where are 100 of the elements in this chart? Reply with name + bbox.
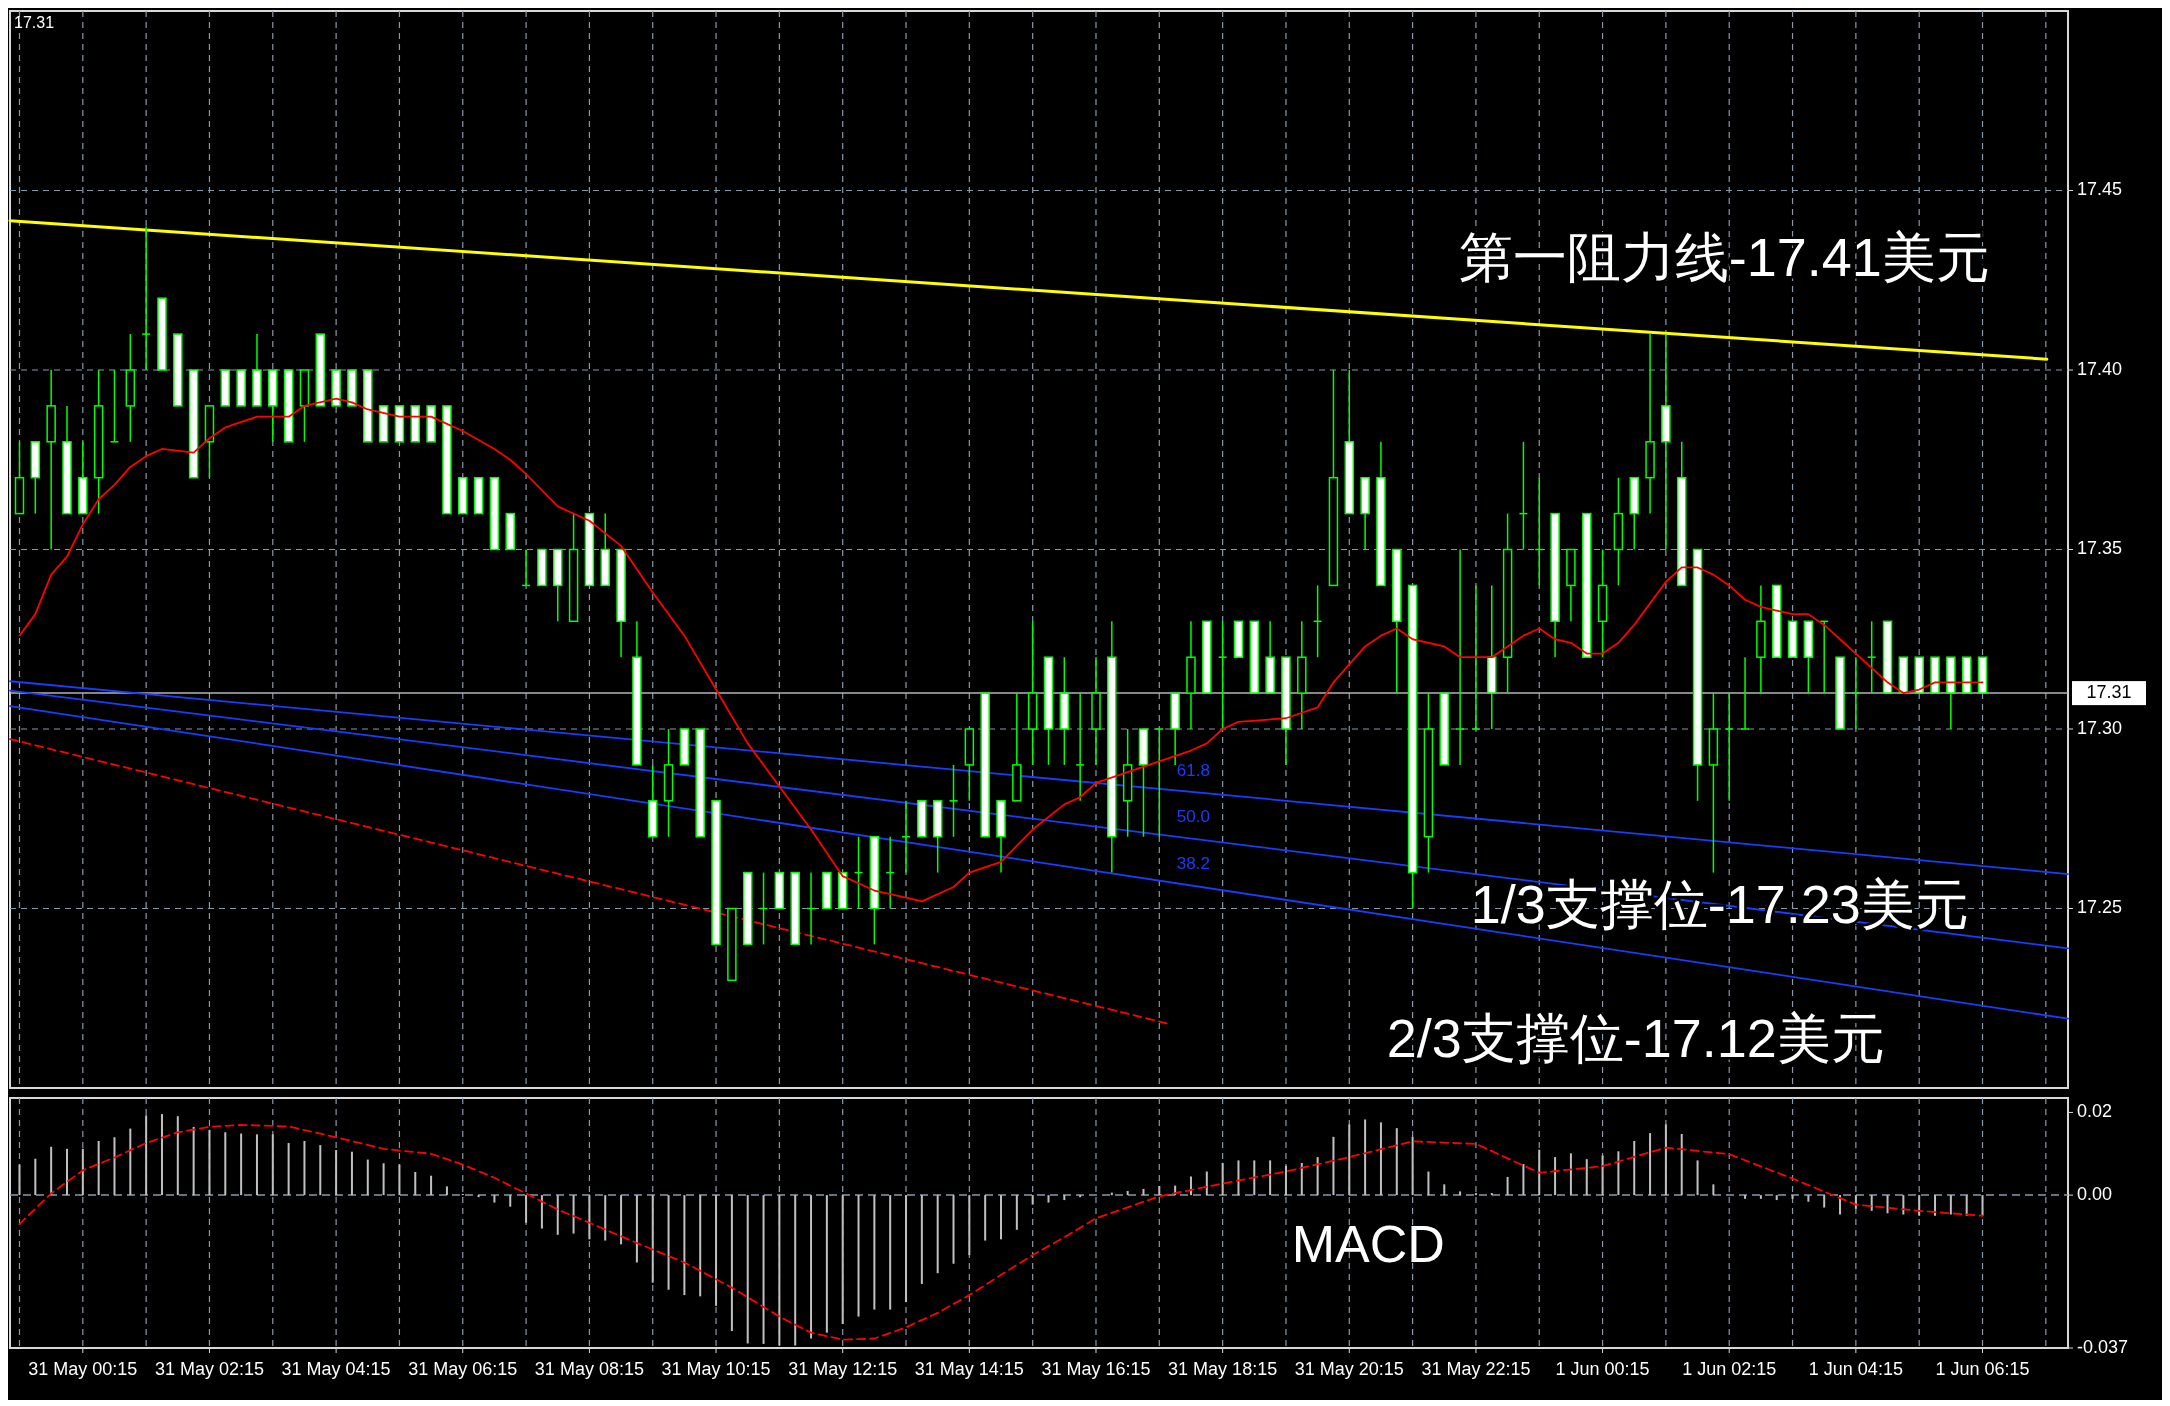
bar [825, 1195, 828, 1333]
bar [145, 1115, 148, 1196]
bar [350, 1151, 353, 1196]
text: MACD [1291, 1214, 1445, 1273]
y-tick-label: 17.35 [2077, 538, 2123, 559]
bar [1142, 1188, 1145, 1196]
bar [1759, 1195, 1762, 1199]
candlestick [1217, 620, 1228, 730]
bar [746, 1195, 749, 1344]
x-tick-label: 31 May 00:15 [28, 1359, 138, 1379]
bar [810, 1195, 813, 1339]
bar [968, 1195, 971, 1256]
x-tick-label: 31 May 18:15 [1168, 1359, 1278, 1379]
bar [778, 1195, 781, 1346]
bar [50, 1146, 53, 1196]
bar [18, 1164, 21, 1196]
candlestick [1724, 692, 1734, 802]
x-tick-label: 31 May 08:15 [534, 1359, 644, 1379]
y-tick-label: 0.02 [2077, 1101, 2113, 1122]
bar [1221, 1162, 1224, 1196]
series-label: 61.8 [1176, 761, 1210, 781]
bar [1047, 1195, 1050, 1203]
candlestick [1075, 692, 1085, 802]
bar [1744, 1195, 1747, 1199]
bar [857, 1195, 860, 1317]
bar [952, 1195, 955, 1264]
bar [1554, 1157, 1557, 1196]
bar [984, 1195, 987, 1241]
bar [493, 1195, 496, 1203]
bar [335, 1150, 338, 1196]
bar [1332, 1136, 1335, 1196]
series-label: 38.2 [1176, 854, 1210, 874]
bar [97, 1140, 100, 1196]
bar [762, 1195, 765, 1344]
bar [1823, 1195, 1826, 1208]
bar [1712, 1184, 1715, 1196]
bar [1253, 1160, 1256, 1196]
bar [588, 1195, 591, 1240]
candlestick [141, 225, 151, 371]
bar [1791, 1195, 1794, 1199]
bar [715, 1195, 718, 1306]
bar [1364, 1119, 1367, 1196]
bar [1886, 1195, 1889, 1214]
bar [430, 1175, 433, 1196]
x-tick-label: 1 Jun 00:15 [1555, 1359, 1650, 1379]
bar [889, 1195, 892, 1310]
bar [1965, 1195, 1968, 1216]
bar [240, 1133, 243, 1196]
bar [1649, 1133, 1652, 1196]
bar [1063, 1195, 1066, 1201]
annotation: 17.31 [14, 14, 55, 31]
ref-line-label: 17.31 [2086, 681, 2132, 702]
x-tick-label: 31 May 10:15 [661, 1359, 771, 1379]
y-tick-label: 17.45 [2077, 179, 2123, 200]
bar [1126, 1190, 1129, 1196]
y-tick-label: 17.30 [2077, 717, 2123, 738]
bar [556, 1195, 559, 1235]
bar [1617, 1151, 1620, 1196]
bar [287, 1143, 290, 1196]
bar [1696, 1160, 1699, 1196]
bar [683, 1195, 686, 1296]
bar [1633, 1140, 1636, 1196]
x-tick-label: 31 May 16:15 [1041, 1359, 1151, 1379]
bar [34, 1158, 37, 1196]
bar [1918, 1195, 1921, 1216]
bar [1585, 1159, 1588, 1196]
bar [1506, 1176, 1509, 1196]
bar [192, 1126, 195, 1196]
candlestick [1471, 584, 1481, 730]
y-tick-label: -0.037 [2077, 1336, 2129, 1357]
bar [1284, 1165, 1287, 1196]
bar [1269, 1160, 1272, 1196]
bar [414, 1171, 417, 1196]
bar [1870, 1195, 1873, 1211]
bar [129, 1128, 132, 1196]
bar [1079, 1195, 1082, 1198]
bar [1680, 1133, 1683, 1196]
bar [113, 1137, 116, 1196]
y-tick-label: 17.40 [2077, 358, 2123, 379]
candlestick [948, 764, 959, 838]
bar [651, 1195, 654, 1283]
bar [1443, 1184, 1446, 1196]
y-tick-label: 0.00 [2077, 1183, 2113, 1204]
bar [81, 1148, 84, 1196]
bar [271, 1134, 274, 1196]
bar [1839, 1195, 1842, 1215]
bar [1807, 1195, 1810, 1202]
bar [1981, 1195, 1984, 1216]
bar [1348, 1124, 1351, 1196]
x-tick-label: 1 Jun 02:15 [1682, 1359, 1777, 1379]
candlestick [1740, 656, 1750, 730]
bar [445, 1186, 448, 1196]
x-tick-label: 31 May 12:15 [788, 1359, 898, 1379]
bar [382, 1163, 385, 1196]
bar [176, 1116, 179, 1196]
bar [319, 1145, 322, 1196]
series-label: 50.0 [1176, 807, 1210, 827]
bar [1949, 1195, 1952, 1215]
bar [699, 1195, 702, 1297]
bar [366, 1159, 369, 1196]
